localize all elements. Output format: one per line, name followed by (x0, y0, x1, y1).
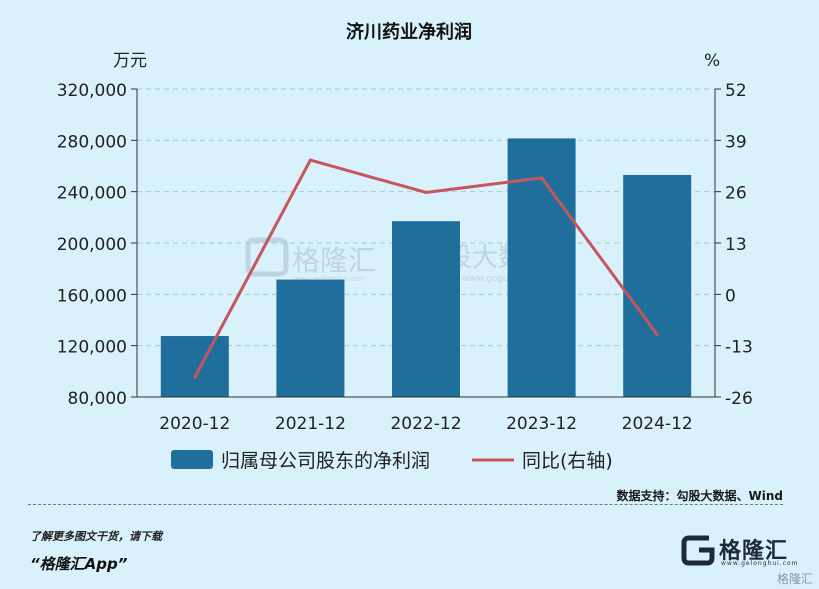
left-tick-label: 320,000 (57, 81, 127, 101)
axes: 80,000 -26 120,000 -13 160,000 0 200,000 13 240,… (57, 81, 753, 434)
right-tick-label: 0 (725, 286, 736, 306)
line-point (193, 375, 197, 379)
footer-divider (28, 504, 783, 505)
right-tick-label: -13 (725, 338, 753, 358)
data-source: 数据支持：勾股大数据、Wind (616, 489, 783, 503)
bar (160, 336, 229, 397)
right-axis-unit: % (704, 51, 720, 71)
logo-url: www.gelonghui.com (721, 560, 799, 567)
logo-g-icon (681, 535, 715, 566)
x-tick-label: 2020-12 (159, 414, 230, 434)
watermark-gelonghui: 格隆汇 (292, 244, 376, 277)
line-point (308, 158, 312, 162)
legend-bar-label: 归属母公司股东的净利润 (221, 450, 430, 472)
chart: 济川药业净利润 万元 % 格隆汇 www.gelonghui.com 勾股大数据… (57, 21, 753, 472)
x-tick-label: 2022-12 (390, 414, 461, 434)
right-tick-label: -26 (725, 389, 753, 409)
left-tick-label: 120,000 (57, 338, 127, 358)
line-point (655, 333, 659, 337)
chart-title: 济川药业净利润 (346, 21, 472, 43)
left-tick-label: 200,000 (57, 235, 127, 255)
right-tick-label: 39 (725, 132, 747, 152)
left-tick-label: 240,000 (57, 184, 127, 204)
left-axis-unit: 万元 (113, 51, 147, 71)
line-series (193, 158, 659, 379)
right-tick-label: 52 (725, 81, 747, 101)
corner-watermark: 格隆汇 (776, 572, 813, 586)
x-tick-label: 2021-12 (275, 414, 346, 434)
bar-series (160, 138, 692, 398)
promo-text: 了解更多图文干货，请下载 (30, 530, 162, 543)
x-tick-label: 2023-12 (506, 414, 577, 434)
left-tick-label: 280,000 (57, 132, 127, 152)
app-name: “格隆汇App” (30, 555, 128, 573)
line-point (540, 176, 544, 180)
logo-name: 格隆汇 (719, 539, 789, 564)
watermark-gogudata-url: www.gogudata.com (462, 274, 551, 284)
legend: 归属母公司股东的净利润 同比(右轴) (171, 450, 613, 472)
right-tick-label: 13 (725, 235, 747, 255)
x-tick-label: 2024-12 (622, 414, 693, 434)
bar (392, 221, 460, 397)
right-tick-label: 26 (725, 184, 747, 204)
watermark-gelonghui-url: www.gelonghui.com (294, 275, 365, 283)
bar (276, 279, 345, 397)
left-tick-label: 80,000 (68, 389, 127, 409)
line-point (424, 190, 428, 194)
bar (623, 174, 692, 397)
legend-bar-swatch (171, 450, 213, 469)
gelonghui-logo: 格隆汇 www.gelonghui.com (681, 530, 801, 570)
legend-line-label: 同比(右轴) (522, 450, 613, 472)
left-tick-label: 160,000 (57, 286, 127, 306)
